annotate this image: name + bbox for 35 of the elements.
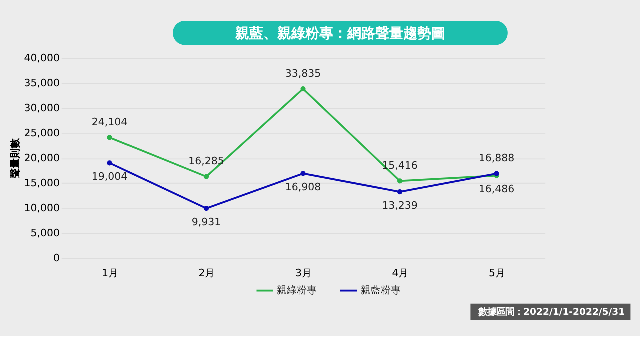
- x-tick-label: 4月: [392, 268, 409, 280]
- x-tick-label: 1月: [102, 268, 118, 280]
- data-label: 19,004: [92, 172, 128, 183]
- y-tick-label: 25,000: [24, 128, 60, 140]
- point: [204, 174, 210, 180]
- y-tick-label: 15,000: [24, 178, 60, 190]
- x-tick-label: 3月: [295, 268, 312, 280]
- data-label: 33,835: [285, 68, 322, 80]
- x-tick-label: 5月: [488, 268, 506, 280]
- point: [107, 160, 112, 166]
- y-tick-label: 35,000: [24, 78, 60, 90]
- data-label: 16,888: [478, 154, 515, 165]
- y-tick-label: 0: [53, 253, 60, 264]
- point: [107, 135, 112, 140]
- point: [300, 86, 306, 92]
- y-tick-label: 5,000: [30, 228, 60, 240]
- point: [397, 189, 403, 195]
- legend-label: 親藍粉專: [360, 284, 401, 297]
- point: [204, 206, 210, 212]
- point: [397, 178, 403, 184]
- data-label: 13,239: [382, 200, 418, 212]
- data-label: 16,908: [285, 182, 322, 194]
- chart-title: 親藍、親綠粉專：網路聲量趨勢圖: [234, 24, 446, 42]
- point: [300, 171, 306, 176]
- y-tick-label: 40,000: [24, 53, 60, 64]
- text: 數據區間：2022/1/1-2022/5/31: [478, 306, 626, 318]
- data-label: 9,931: [192, 217, 222, 228]
- y-tick-label: 20,000: [24, 153, 60, 164]
- y-tick-label: 10,000: [24, 203, 60, 214]
- legend-label: 親綠粉專: [277, 284, 318, 297]
- data-label: 16,486: [478, 184, 515, 196]
- data-label: 24,104: [92, 118, 128, 129]
- y-axis-title: 聲量則數: [10, 138, 22, 180]
- y-tick-label: 30,000: [24, 103, 60, 114]
- x-tick-label: 2月: [198, 268, 216, 280]
